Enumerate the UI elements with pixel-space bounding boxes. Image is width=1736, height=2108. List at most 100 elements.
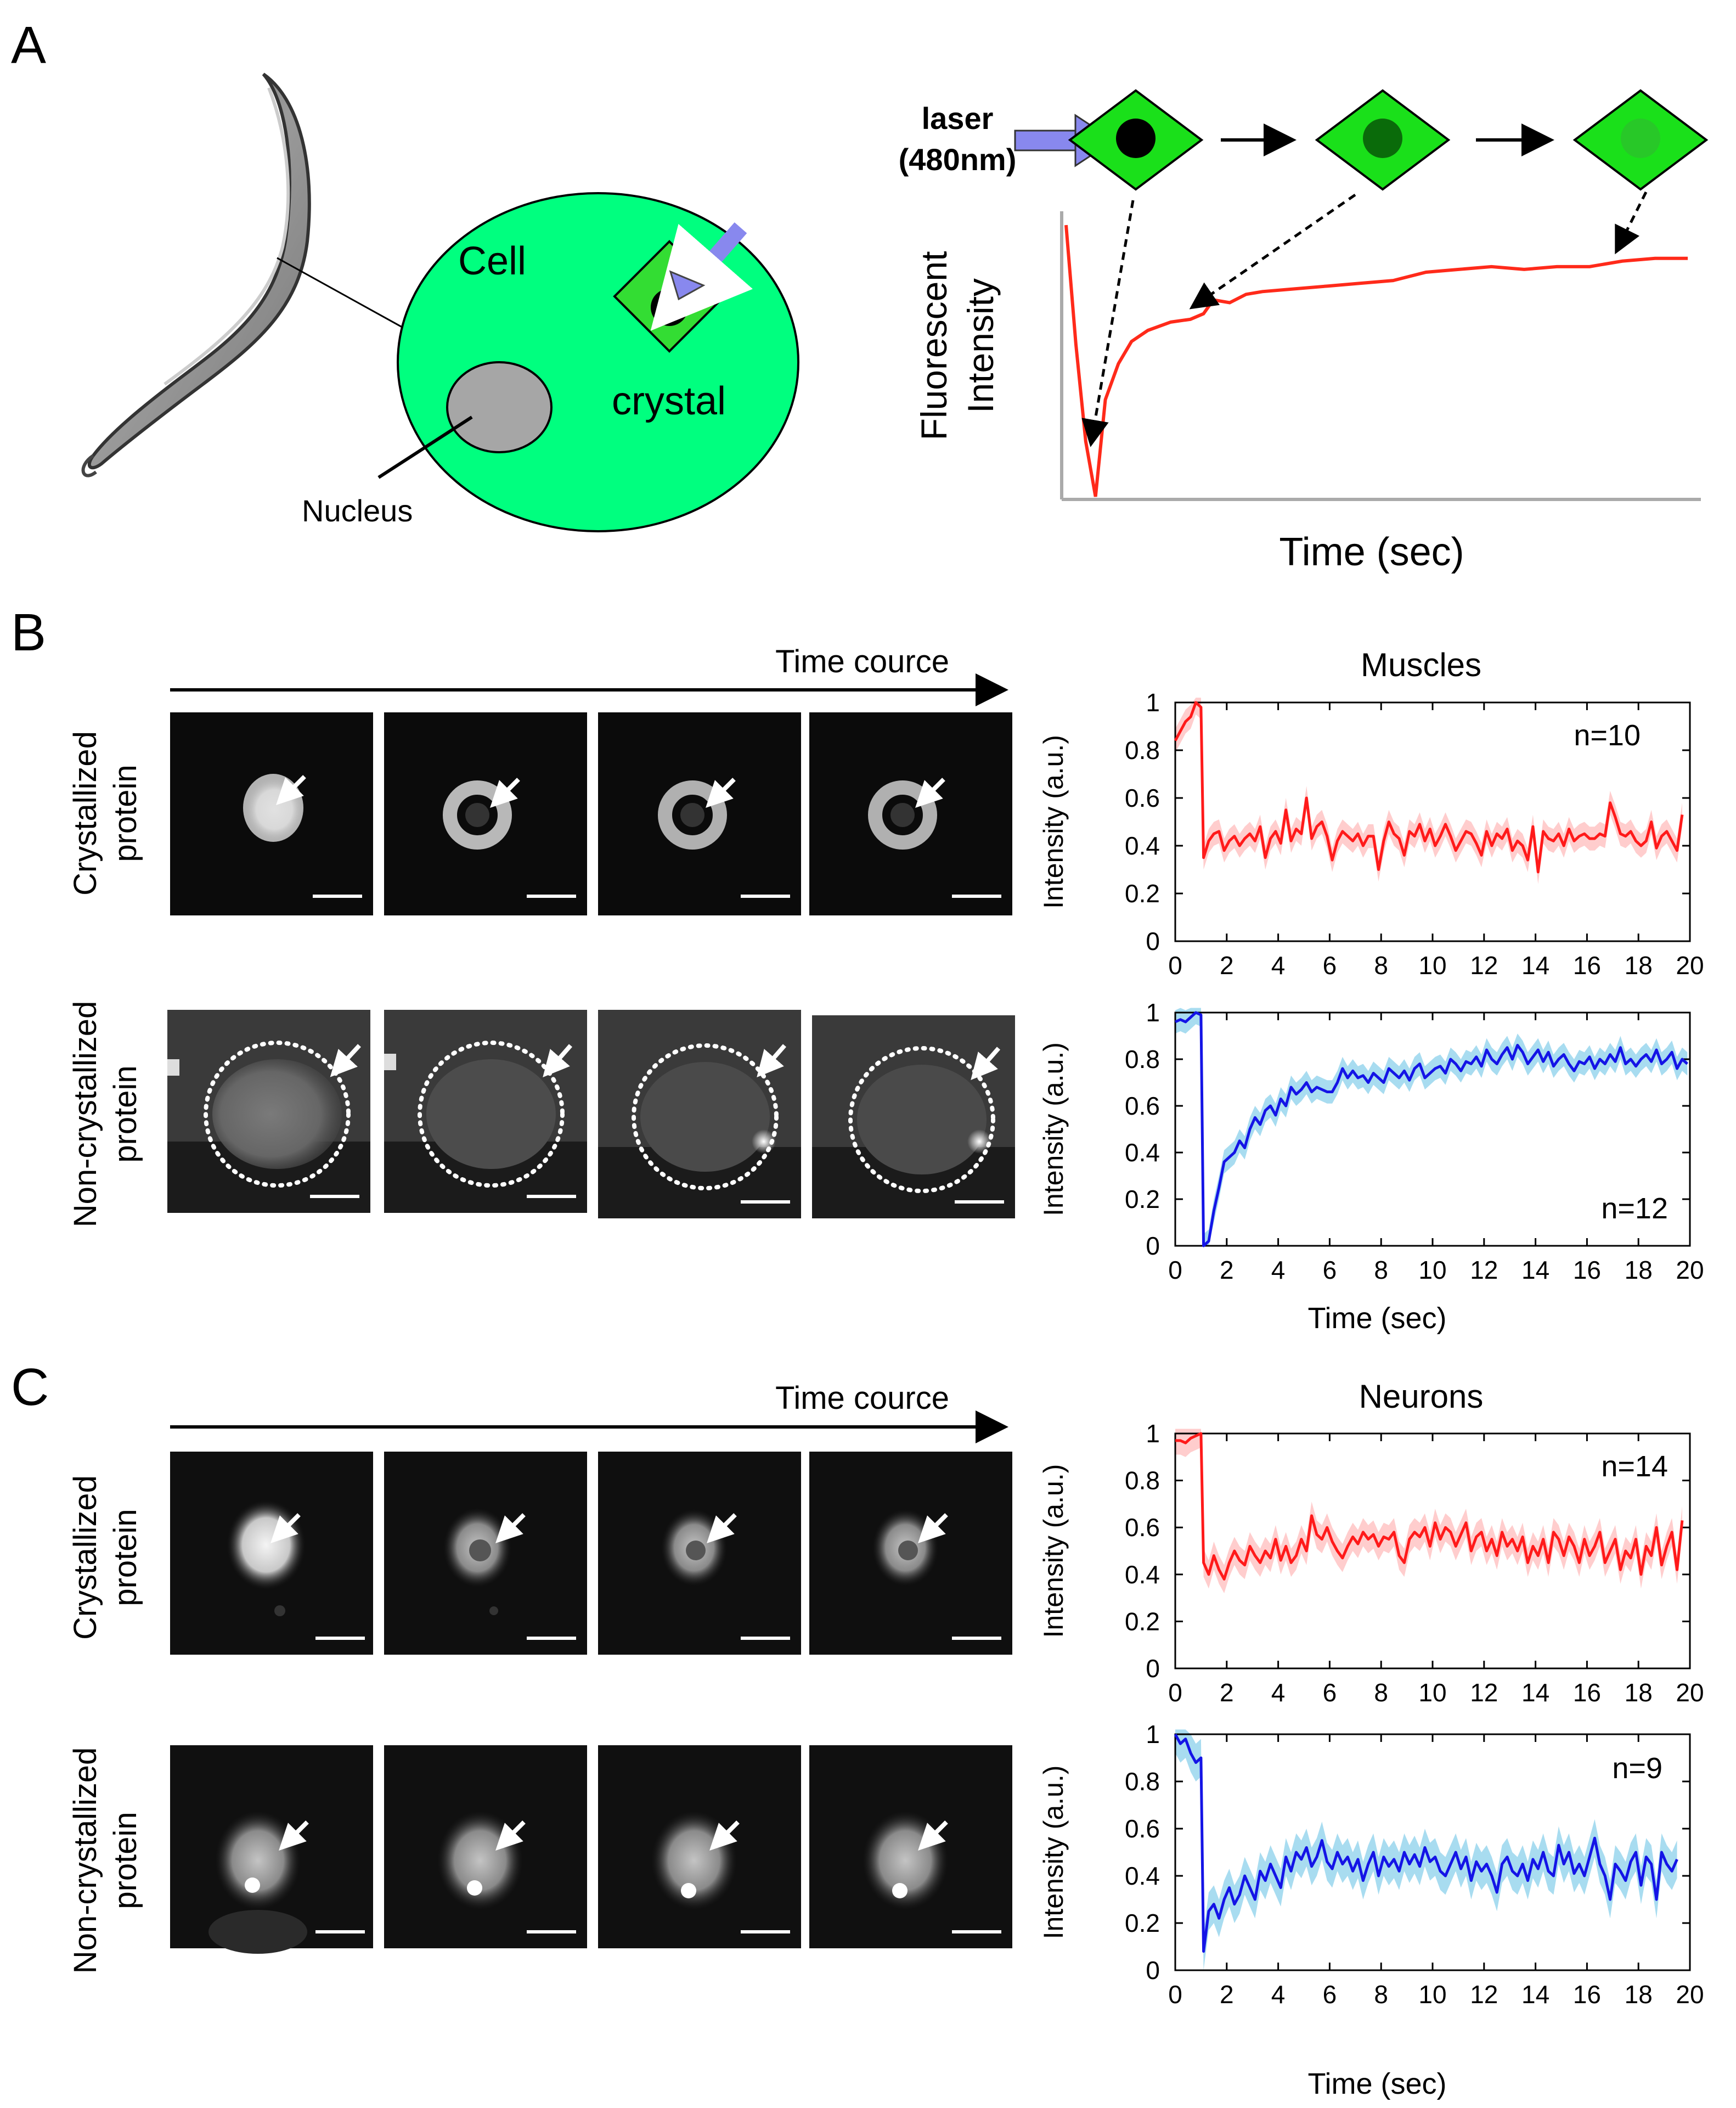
- laser-label-1: laser: [922, 101, 994, 136]
- laser-label-2: (480nm): [899, 142, 1017, 177]
- panel-label-c: C: [11, 1358, 49, 1416]
- y-tick-label: 0.2: [1125, 1185, 1160, 1213]
- chart-xlabel-b: Time (sec): [1308, 1302, 1447, 1335]
- y-tick-label: 0: [1146, 1232, 1160, 1260]
- y-tick-label: 0.4: [1125, 831, 1160, 860]
- y-tick-label: 1: [1146, 1720, 1160, 1749]
- x-tick-label: 4: [1271, 1256, 1286, 1284]
- crystal-label: crystal: [612, 379, 726, 423]
- y-tick-label: 0.4: [1125, 1138, 1160, 1167]
- x-tick-label: 10: [1418, 951, 1446, 980]
- x-tick-label: 6: [1323, 1678, 1337, 1707]
- micrograph-c2-1: [170, 1745, 373, 1954]
- time-course-label-b: Time cource: [775, 644, 949, 679]
- y-tick-label: 0.4: [1125, 1862, 1160, 1890]
- y-tick-label: 0.2: [1125, 879, 1160, 908]
- nucleus: [446, 361, 553, 453]
- x-tick-label: 6: [1323, 951, 1337, 980]
- data-series-line: [1174, 1011, 1688, 1247]
- row-label-b2-line1: Non-crystallized: [67, 1001, 103, 1228]
- micrograph-b1-1: [170, 712, 373, 915]
- x-tick-label: 12: [1470, 1980, 1498, 2009]
- x-tick-label: 8: [1374, 1256, 1388, 1284]
- y-axis-label: Intensity (a.u.): [1038, 1766, 1069, 1940]
- x-tick-label: 20: [1676, 951, 1704, 980]
- y-tick-label: 0: [1146, 927, 1160, 955]
- y-tick-label: 0: [1146, 1654, 1160, 1683]
- y-tick-label: 0.4: [1125, 1560, 1160, 1589]
- sample-size-label: n=14: [1601, 1450, 1668, 1483]
- y-tick-label: 1: [1146, 998, 1160, 1027]
- x-tick-label: 10: [1418, 1678, 1446, 1707]
- data-series-line: [1174, 1733, 1678, 1953]
- panel-label-a: A: [11, 16, 46, 75]
- x-tick-label: 0: [1168, 1678, 1182, 1707]
- x-tick-label: 8: [1374, 1678, 1388, 1707]
- micrograph-b1-2: [384, 712, 587, 915]
- x-tick-label: 14: [1521, 1678, 1549, 1707]
- x-tick-label: 14: [1521, 1256, 1549, 1284]
- x-tick-label: 16: [1573, 951, 1601, 980]
- time-course-label-c: Time cource: [775, 1380, 949, 1416]
- micrograph-c1-1: [170, 1452, 373, 1655]
- y-tick-label: 1: [1146, 688, 1160, 717]
- chart-muscles-crystallized: 0 2 4 6 8 10 12 14 16 18 20 0 0.2 0.4 0.6 0.8 1 Intensity…: [1038, 688, 1704, 980]
- x-tick-label: 18: [1625, 951, 1653, 980]
- data-series-line: [1175, 1432, 1684, 1581]
- y-tick-label: 0.8: [1125, 736, 1160, 764]
- row-label-c2-line1: Non-crystallized: [67, 1747, 103, 1974]
- row-label-c1-line2: protein: [108, 1509, 143, 1606]
- row-label-b1-line2: protein: [108, 764, 143, 862]
- x-tick-label: 6: [1323, 1980, 1337, 2009]
- y-tick-label: 0.6: [1125, 1513, 1160, 1542]
- x-tick-label: 0: [1168, 1980, 1182, 2009]
- x-tick-label: 10: [1418, 1256, 1446, 1284]
- x-tick-label: 16: [1573, 1678, 1601, 1707]
- sample-size-label: n=12: [1601, 1192, 1668, 1225]
- x-tick-label: 2: [1220, 1256, 1234, 1284]
- x-tick-label: 12: [1470, 1256, 1498, 1284]
- x-tick-label: 2: [1220, 1678, 1234, 1707]
- y-tick-label: 0.2: [1125, 1909, 1160, 1937]
- x-tick-label: 6: [1323, 1256, 1337, 1284]
- y-tick-label: 0.6: [1125, 784, 1160, 812]
- x-tick-label: 12: [1470, 951, 1498, 980]
- x-tick-label: 4: [1271, 1678, 1286, 1707]
- x-tick-label: 2: [1220, 951, 1234, 980]
- dashed-arrow-1: [1081, 200, 1135, 447]
- x-tick-label: 2: [1220, 1980, 1234, 2009]
- micrograph-c2-3: [598, 1745, 801, 1948]
- crystal-diamond-1-spot: [1116, 119, 1156, 158]
- schematic-ylabel-2: Intensity: [960, 278, 1001, 413]
- chart-muscles-noncrystallized: 0 2 4 6 8 10 12 14 16 18 20 0 0.2 0.4 0.6 0.8 1 Intensity…: [1038, 998, 1704, 1284]
- worm-zoom-line: [277, 257, 407, 330]
- crystal-diamond-2-spot: [1363, 119, 1402, 158]
- confidence-band: [1175, 1429, 1682, 1594]
- y-axis-label: Intensity (a.u.): [1038, 1464, 1069, 1638]
- micrograph-c1-2: [384, 1452, 587, 1655]
- row-label-b1-line1: Crystallized: [67, 731, 103, 896]
- confidence-band: [1175, 1008, 1688, 1246]
- x-tick-label: 8: [1374, 951, 1388, 980]
- x-tick-label: 12: [1470, 1678, 1498, 1707]
- x-tick-label: 18: [1625, 1678, 1653, 1707]
- y-tick-label: 0.8: [1125, 1767, 1160, 1796]
- micrograph-c2-4: [809, 1745, 1012, 1948]
- schematic-ylabel-1: Fluorescent: [914, 251, 954, 441]
- x-tick-label: 18: [1625, 1980, 1653, 2009]
- micrograph-b1-3: [598, 712, 801, 915]
- x-tick-label: 8: [1374, 1980, 1388, 2009]
- micrograph-b2-1: [167, 1010, 370, 1213]
- row-label-c2-line2: protein: [108, 1812, 143, 1909]
- nucleus-label: Nucleus: [302, 493, 413, 528]
- y-tick-label: 1: [1146, 1419, 1160, 1448]
- schematic-curve: [1064, 224, 1688, 497]
- dashed-arrow-2: [1189, 193, 1356, 310]
- y-tick-label: 0.8: [1125, 1045, 1160, 1073]
- x-tick-label: 10: [1418, 1980, 1446, 2009]
- y-axis-label: Intensity (a.u.): [1038, 1042, 1069, 1216]
- micrograph-b2-4: [812, 1015, 1015, 1218]
- x-tick-label: 20: [1676, 1980, 1704, 2009]
- data-series-line: [1174, 701, 1684, 874]
